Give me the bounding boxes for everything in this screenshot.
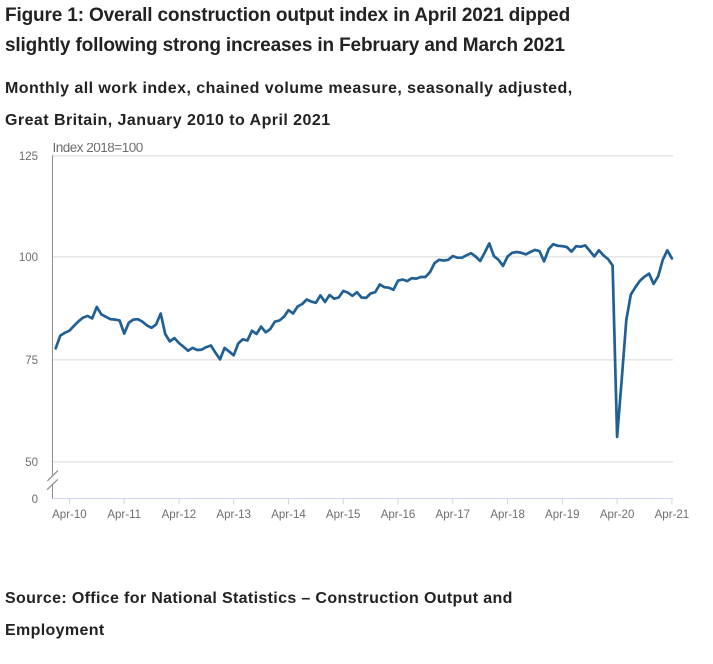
svg-text:100: 100 (19, 252, 38, 264)
svg-text:Apr-16: Apr-16 (381, 509, 416, 521)
svg-text:Apr-21: Apr-21 (655, 509, 690, 521)
svg-text:50: 50 (25, 457, 38, 469)
svg-text:Apr-12: Apr-12 (162, 509, 197, 521)
svg-text:125: 125 (19, 151, 38, 163)
svg-text:0: 0 (32, 494, 38, 506)
svg-text:75: 75 (25, 354, 38, 366)
svg-text:Apr-18: Apr-18 (490, 509, 525, 521)
svg-text:Apr-13: Apr-13 (216, 509, 251, 521)
svg-text:Apr-15: Apr-15 (326, 509, 361, 521)
svg-text:Apr-14: Apr-14 (271, 509, 306, 521)
svg-text:Index 2018=100: Index 2018=100 (53, 143, 143, 155)
svg-text:Apr-11: Apr-11 (107, 509, 141, 521)
svg-text:Apr-17: Apr-17 (436, 509, 471, 521)
svg-text:Apr-20: Apr-20 (600, 509, 635, 521)
svg-text:Apr-19: Apr-19 (545, 509, 580, 521)
svg-text:Apr-10: Apr-10 (52, 509, 87, 521)
